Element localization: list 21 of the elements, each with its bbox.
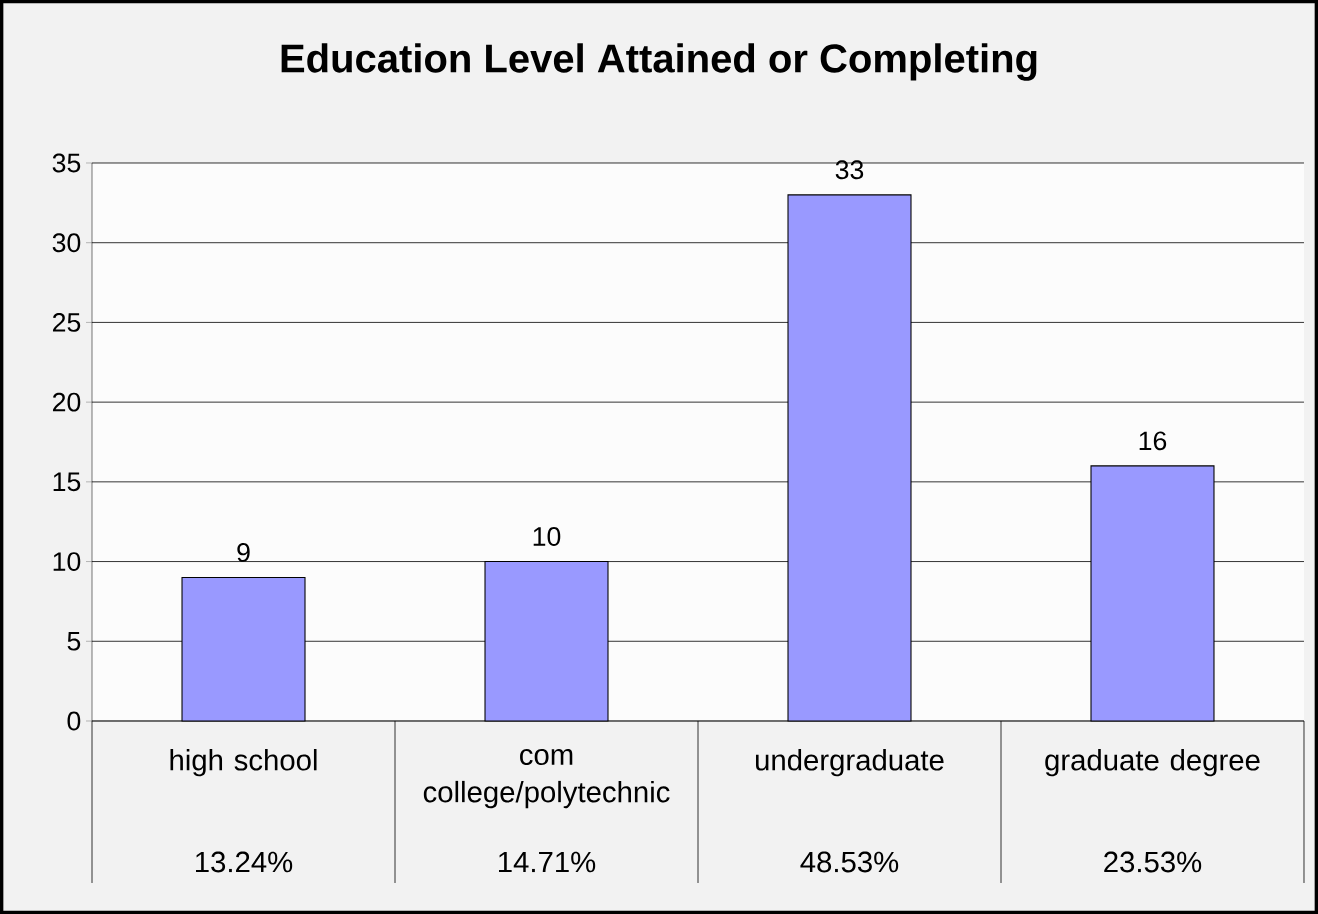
text: 13.24% [196, 851, 293, 873]
y-tick-label: 10 [53, 552, 81, 571]
text: 48.53% [800, 851, 899, 873]
x-tick-label: graduate degree [1045, 749, 1260, 777]
y-tick-label: 0 [67, 711, 81, 731]
data-label: 10 [533, 527, 561, 546]
text: 14.71% [499, 851, 596, 873]
data-label: 9 [237, 542, 250, 562]
chart-title: Education Level Attained or Completing [281, 43, 1037, 81]
text: 23.53% [1104, 851, 1202, 873]
y-tick-label: 15 [53, 472, 81, 492]
x-tick-label: undergraduate [755, 749, 944, 777]
y-tick-label: 35 [52, 153, 81, 173]
data-label: 33 [835, 160, 864, 180]
y-tick-label: 20 [52, 392, 81, 412]
y-tick-label: 25 [52, 312, 81, 332]
y-tick-label: 30 [52, 233, 81, 253]
y-tick-label: 5 [67, 631, 81, 651]
x-tick-label: high school [170, 749, 317, 777]
x-tick-label: com college/polytechnic [423, 749, 670, 809]
data-label: 16 [1139, 431, 1167, 451]
